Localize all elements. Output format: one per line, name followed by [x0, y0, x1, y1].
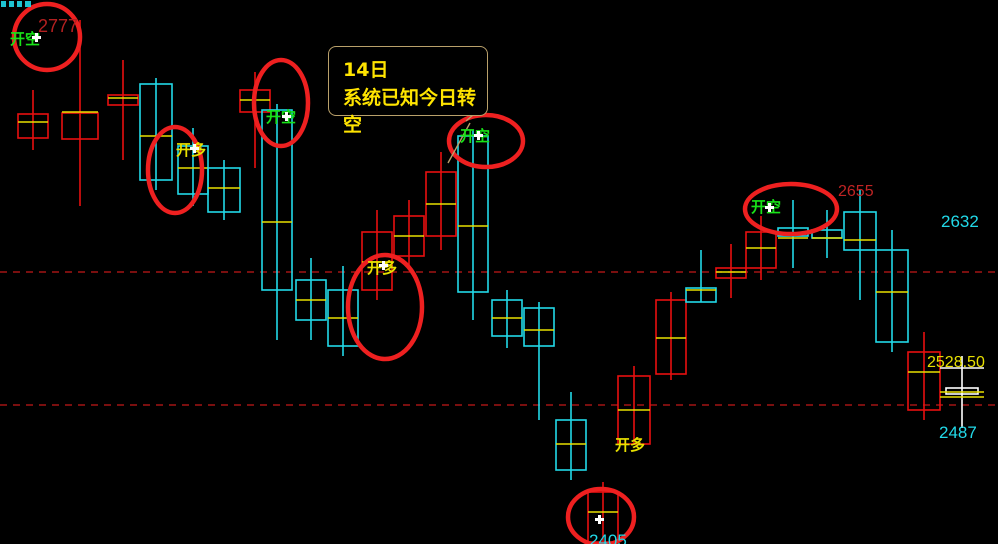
signal-cross-marker-icon — [474, 131, 483, 140]
candle — [555, 392, 587, 480]
candle — [715, 244, 747, 298]
candle — [685, 250, 717, 303]
price-label-2405: 2405 — [589, 531, 627, 544]
candle — [17, 90, 49, 150]
signal-cross-marker-icon — [379, 261, 388, 270]
callout-line-1: 14日 — [343, 59, 389, 81]
candle — [61, 20, 99, 206]
circle-short-2 — [251, 57, 311, 149]
candle-series — [17, 20, 979, 544]
candle — [107, 60, 139, 160]
annotation-callout[interactable]: 14日 系统已知今日转空 — [328, 46, 488, 136]
candle — [425, 152, 457, 250]
candle — [655, 292, 687, 380]
candle — [491, 290, 523, 348]
signal-tag-open-short-1: 开空 — [10, 30, 41, 48]
price-label-2777: 2777 — [38, 16, 79, 36]
circle-short-1 — [11, 1, 83, 73]
candle — [207, 160, 241, 220]
candle — [327, 266, 359, 356]
candle — [139, 78, 173, 190]
price-label-2528-50: 2528.50 — [927, 354, 985, 371]
candle — [393, 200, 425, 270]
candle — [875, 230, 909, 352]
low-point-marker-icon — [595, 515, 604, 524]
signal-tag-open-long-3: 开多 — [615, 436, 646, 454]
circle-short-4 — [742, 181, 840, 237]
signal-cross-marker-icon — [32, 33, 41, 42]
candle — [843, 190, 877, 300]
candle — [907, 332, 941, 420]
candle — [523, 302, 555, 420]
candle — [811, 210, 843, 258]
signal-tag-open-long-1: 开多 — [176, 141, 207, 159]
clipped-header-text — [1, 1, 31, 7]
annotation-circles — [11, 1, 840, 544]
candle — [587, 482, 619, 544]
circle-long-2 — [345, 252, 425, 362]
signal-cross-marker-icon — [190, 144, 199, 153]
candle — [617, 366, 651, 445]
circle-short-3 — [446, 112, 526, 170]
candle — [295, 258, 327, 340]
price-level-lines — [0, 271, 998, 406]
circle-long-1 — [145, 124, 205, 216]
circle-low — [565, 486, 637, 544]
signal-cross-marker-icon — [282, 112, 291, 121]
cursor-crosshair-marks — [940, 367, 984, 398]
signal-tag-open-short-2: 开空 — [266, 108, 297, 126]
callout-line-2: 系统已知今日转空 — [343, 87, 477, 136]
signal-cross-marker-icon — [765, 203, 774, 212]
price-label-2655: 2655 — [838, 183, 874, 200]
price-label-2487: 2487 — [939, 423, 977, 442]
price-label-2632: 2632 — [941, 212, 979, 231]
candle — [457, 130, 489, 320]
